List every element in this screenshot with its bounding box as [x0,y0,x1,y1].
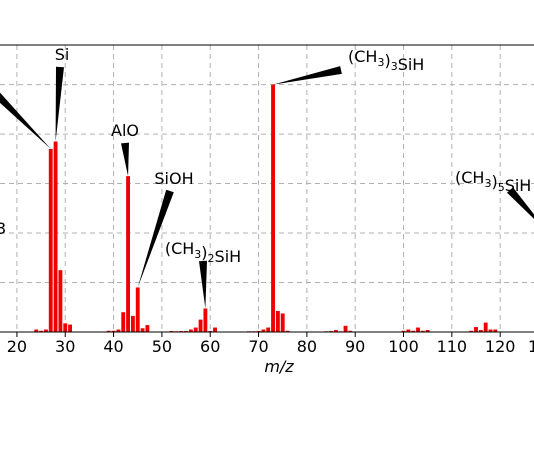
bar [39,330,44,332]
bar [420,330,425,332]
annotation-label: SiOH [154,169,193,188]
bar [275,310,280,332]
annotation-label: (CH3)3SiH [348,47,424,74]
x-tick-label: 90 [345,337,365,356]
annotation-arrow [137,189,174,288]
bar [198,319,203,332]
bar [343,325,348,332]
bar [406,329,411,332]
bar [188,329,193,332]
bar [116,329,121,332]
annotation-arrow-cropped [0,92,51,149]
bar [203,308,208,332]
bar [63,323,68,332]
bar [493,329,498,332]
bar [213,327,217,332]
bar [469,330,474,332]
peak-annotations: Si AlO SiOH (CH3)2SiH (CH3)3SiH (CH3)5SiH [0,45,534,309]
annotation-arrow [507,187,534,219]
annotation-label: (CH3)5SiH [455,168,531,195]
x-tick-label: 110 [437,337,468,356]
bar [121,312,126,332]
x-tick-label: 120 [485,337,516,356]
bar [34,329,39,332]
x-tick-label: 60 [200,337,220,356]
annotation-arrow [121,142,129,177]
bar [478,330,483,332]
x-axis-ticks: 20 30 40 50 60 70 80 90 100 110 120 1 [7,332,534,356]
bar [348,330,353,332]
bar [483,322,488,332]
bar [488,329,493,332]
bar [474,327,478,332]
x-tick-label: 20 [7,337,27,356]
partial-y-label: 3 [0,219,6,238]
axes [0,44,534,333]
bar [130,315,135,332]
bar [193,327,198,332]
x-tick-label: 30 [55,337,75,356]
bar [285,330,290,332]
x-tick-label: 100 [388,337,419,356]
annotation-label: Si [55,45,70,64]
bar [68,324,73,332]
annotation-label: (CH3)2SiH [165,239,241,266]
bar [111,330,116,332]
x-tick-label: 50 [152,337,172,356]
bar [261,329,266,332]
annotation-arrow [55,66,64,142]
bar [48,148,53,332]
bar [401,330,406,332]
bar [266,327,271,332]
x-tick-label: 40 [103,337,123,356]
x-tick-label: 70 [248,337,268,356]
bar [416,327,420,332]
bar-series [34,84,498,332]
bar [53,141,58,332]
bar [43,329,48,332]
bar [58,270,63,332]
bar [411,330,416,332]
gridlines [0,45,534,332]
bar [271,84,275,332]
annotation-arrow [199,260,207,309]
x-tick-label-partial: 1 [528,337,534,356]
bar [135,287,140,332]
annotation-arrow [273,66,342,85]
bar [333,330,338,332]
x-axis-label: m/z [264,357,294,376]
bar [126,176,130,332]
bar [145,325,150,332]
bar [280,313,285,332]
x-tick-label: 80 [297,337,317,356]
bar [425,330,430,332]
bar [106,330,111,332]
bar [140,328,145,332]
annotation-label: AlO [111,121,139,140]
